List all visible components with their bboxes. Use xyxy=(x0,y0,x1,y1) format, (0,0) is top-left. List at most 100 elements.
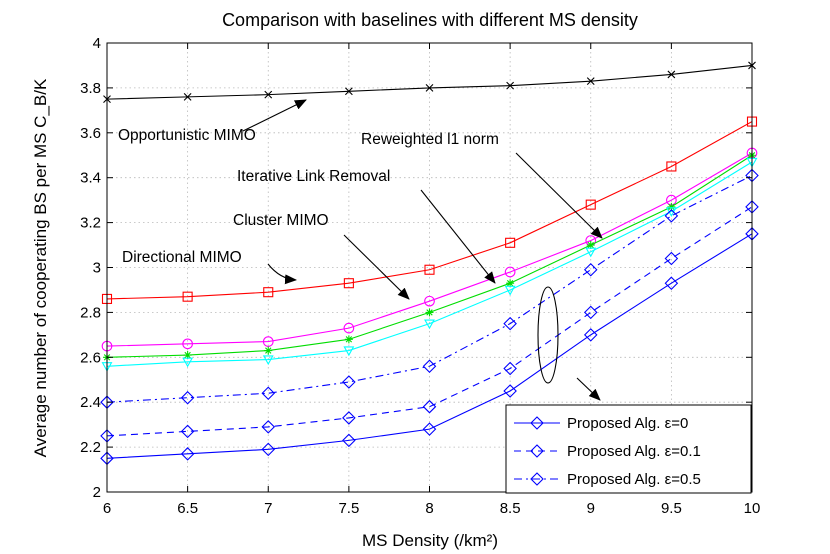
y-tick-label: 3.8 xyxy=(80,80,101,97)
data-point-cluster-mimo xyxy=(504,266,516,278)
data-point-reweighted-l1-norm xyxy=(182,357,194,368)
series-proposed-alg-0-1 xyxy=(100,200,759,443)
series-line-proposed-alg-0-5 xyxy=(106,174,753,403)
data-point-cluster-mimo xyxy=(182,338,193,350)
data-point-proposed-alg-0-5 xyxy=(342,375,356,389)
legend-box xyxy=(505,404,752,494)
arrow-iterative-link-removal xyxy=(420,189,496,284)
data-point-iterative-link-removal xyxy=(586,241,595,250)
data-point-directional-mimo xyxy=(505,237,516,248)
legend-entry-eps-0: Proposed Alg. ε=0 xyxy=(567,415,688,432)
y-tick-label: 3 xyxy=(93,260,101,277)
series-line-cluster-mimo xyxy=(106,152,753,347)
data-point-proposed-alg-0-5 xyxy=(422,359,437,374)
series-line-directional-mimo xyxy=(106,121,753,300)
data-point-directional-mimo xyxy=(263,287,274,298)
data-point-iterative-link-removal xyxy=(344,335,353,344)
x-tick-label: 9.5 xyxy=(661,500,682,517)
data-point-proposed-alg-0 xyxy=(261,442,276,457)
data-point-proposed-alg-0-5 xyxy=(503,316,517,331)
data-point-iterative-link-removal xyxy=(506,279,515,288)
series-line-proposed-alg-0-1 xyxy=(106,206,753,437)
x-tick-label: 7 xyxy=(264,500,272,517)
annotation-iterative-link-removal: Iterative Link Removal xyxy=(237,168,390,185)
data-point-reweighted-l1-norm xyxy=(262,355,274,366)
y-tick-label: 2 xyxy=(93,484,101,501)
x-tick-label: 9 xyxy=(587,500,595,517)
series-layer xyxy=(100,61,759,466)
data-point-proposed-alg-0 xyxy=(342,433,356,448)
x-tick-label: 6.5 xyxy=(177,500,198,517)
annotation-reweighted-l1-norm: Reweighted l1 norm xyxy=(361,131,499,148)
y-tick-label: 3.4 xyxy=(80,170,101,187)
x-tick-label: 8 xyxy=(425,500,433,517)
data-point-reweighted-l1-norm xyxy=(343,346,355,357)
data-point-proposed-alg-0-5 xyxy=(664,209,679,223)
data-point-opportunistic-mimo xyxy=(667,70,676,79)
data-point-proposed-alg-0 xyxy=(180,447,195,461)
legend-entry-eps-0-1: Proposed Alg. ε=0.1 xyxy=(567,443,701,460)
data-point-reweighted-l1-norm xyxy=(504,285,516,296)
arrow-opportunistic-mimo xyxy=(242,99,307,132)
legend-swatch-eps-0 xyxy=(514,416,560,430)
x-tick-labels: 6 6.5 7 7.5 8 8.5 9 9.5 10 xyxy=(103,500,761,517)
data-point-cluster-mimo xyxy=(262,336,274,347)
legend-marker xyxy=(530,444,544,458)
data-point-proposed-alg-0 xyxy=(664,276,679,290)
x-tick-label: 10 xyxy=(744,500,761,517)
legend-marker xyxy=(530,416,544,430)
legend-swatch-eps-0-1 xyxy=(514,444,560,458)
series-line-proposed-alg-0 xyxy=(106,233,753,459)
data-point-opportunistic-mimo xyxy=(264,90,273,99)
y-tick-label: 2.8 xyxy=(80,304,101,321)
y-tick-label: 2.6 xyxy=(80,349,101,366)
x-tick-label: 8.5 xyxy=(500,500,521,517)
legend: Proposed Alg. ε=0 Proposed Alg. ε=0.1 Pr… xyxy=(505,404,752,494)
y-tick-label: 4 xyxy=(93,35,101,52)
data-point-opportunistic-mimo xyxy=(506,81,515,90)
data-point-reweighted-l1-norm xyxy=(424,319,435,330)
data-point-proposed-alg-0-5 xyxy=(583,262,598,277)
proposed-group-ellipse xyxy=(537,286,559,384)
y-tick-labels: 2 2.2 2.4 2.6 2.8 3 3.2 3.4 3.6 3.8 4 xyxy=(80,35,101,501)
data-point-iterative-link-removal xyxy=(183,351,192,360)
data-point-proposed-alg-0-5 xyxy=(180,390,195,405)
data-point-proposed-alg-0-1 xyxy=(261,420,276,434)
arrow-reweighted-l1-norm xyxy=(515,152,603,239)
series-proposed-alg-0-5 xyxy=(100,168,759,409)
series-cluster-mimo xyxy=(101,147,758,352)
data-point-proposed-alg-0 xyxy=(583,328,598,342)
x-axis-label: MS Density (/km²) xyxy=(362,531,498,550)
data-point-cluster-mimo xyxy=(424,295,435,307)
y-tick-label: 2.2 xyxy=(80,439,101,456)
arrow-cluster-mimo xyxy=(343,234,410,300)
legend-marker xyxy=(530,472,544,486)
legend-swatch-eps-0-5 xyxy=(514,472,560,486)
series-line-reweighted-l1-norm xyxy=(106,161,753,367)
data-point-proposed-alg-0-1 xyxy=(503,361,517,376)
data-point-directional-mimo xyxy=(343,278,354,289)
data-point-directional-mimo xyxy=(182,291,193,302)
data-point-proposed-alg-0 xyxy=(422,422,437,436)
data-point-reweighted-l1-norm xyxy=(585,247,597,258)
arrow-directional-mimo xyxy=(267,263,297,285)
data-point-proposed-alg-0-1 xyxy=(664,251,679,266)
x-tick-label: 7.5 xyxy=(338,500,359,517)
legend-entry-eps-0-5: Proposed Alg. ε=0.5 xyxy=(567,471,701,488)
annotation-cluster-mimo: Cluster MIMO xyxy=(233,212,329,229)
y-tick-label: 2.4 xyxy=(80,394,101,411)
chart-title: Comparison with baselines with different… xyxy=(222,10,638,30)
data-point-proposed-alg-0-1 xyxy=(422,399,437,414)
x-tick-label: 6 xyxy=(103,500,111,517)
annotation-directional-mimo: Directional MIMO xyxy=(122,249,242,266)
data-point-proposed-alg-0-1 xyxy=(180,424,195,439)
data-point-iterative-link-removal xyxy=(425,308,434,317)
data-point-directional-mimo xyxy=(585,199,596,210)
data-point-opportunistic-mimo xyxy=(425,84,434,92)
y-tick-label: 3.6 xyxy=(80,125,101,142)
data-point-opportunistic-mimo xyxy=(183,92,192,101)
y-axis-label: Average number of cooperating BS per MS … xyxy=(31,78,50,457)
annotation-opportunistic-mimo: Opportunistic MIMO xyxy=(118,127,256,144)
